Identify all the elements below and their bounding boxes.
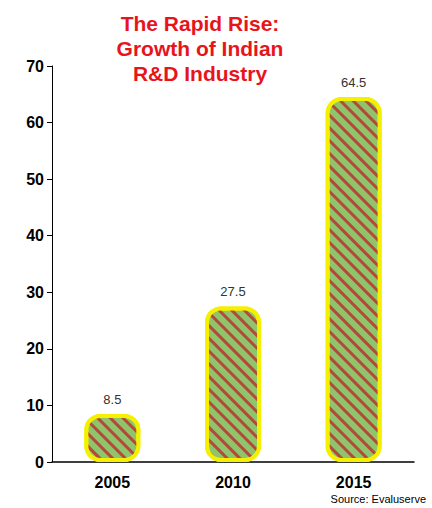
- svg-text:8.5: 8.5: [103, 392, 121, 407]
- svg-text:10: 10: [26, 397, 44, 414]
- svg-text:The Rapid Rise:: The Rapid Rise:: [121, 12, 280, 35]
- svg-text:2005: 2005: [95, 474, 131, 491]
- svg-text:50: 50: [26, 171, 44, 188]
- svg-text:30: 30: [26, 284, 44, 301]
- svg-text:2015: 2015: [336, 474, 372, 491]
- svg-text:Source: Evaluserve: Source: Evaluserve: [331, 493, 426, 505]
- svg-text:20: 20: [26, 340, 44, 357]
- svg-text:70: 70: [26, 58, 44, 75]
- svg-text:R&D Industry: R&D Industry: [133, 62, 267, 85]
- svg-text:0: 0: [35, 454, 44, 471]
- svg-text:2010: 2010: [215, 474, 251, 491]
- svg-text:Growth of Indian: Growth of Indian: [117, 37, 284, 60]
- svg-text:64.5: 64.5: [341, 75, 366, 90]
- svg-text:27.5: 27.5: [220, 284, 245, 299]
- svg-text:60: 60: [26, 114, 44, 131]
- svg-text:40: 40: [26, 227, 44, 244]
